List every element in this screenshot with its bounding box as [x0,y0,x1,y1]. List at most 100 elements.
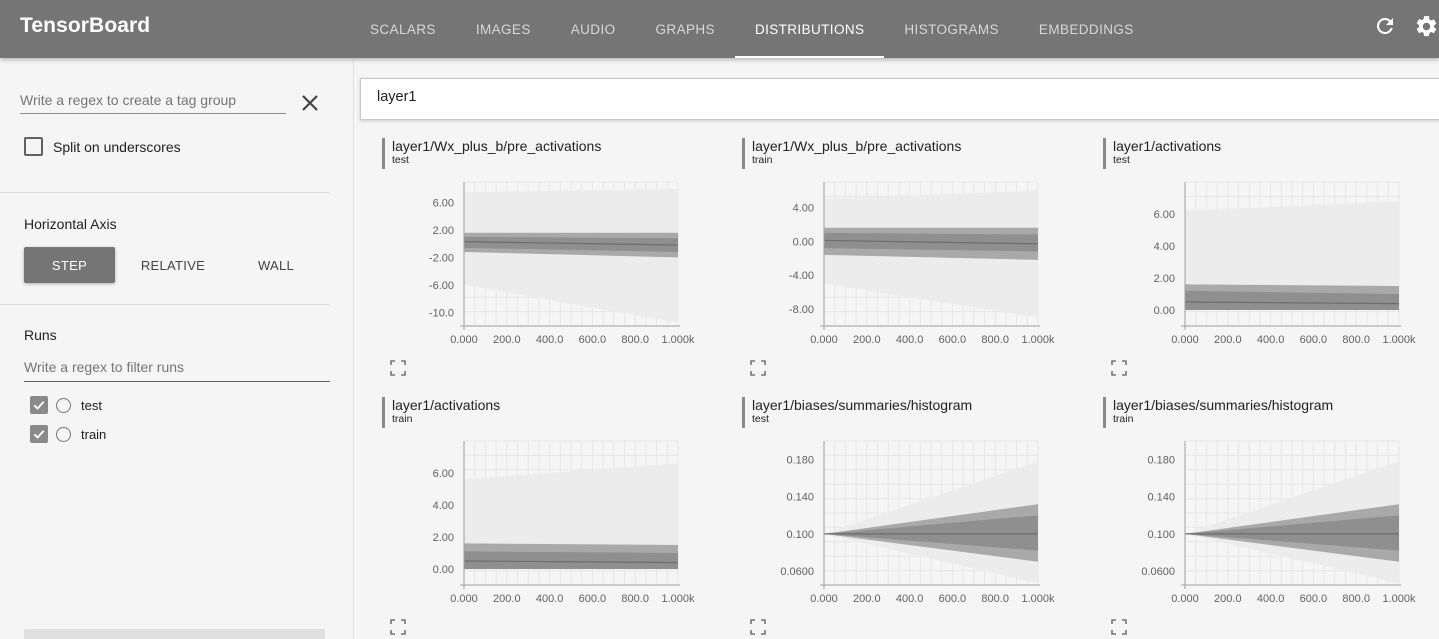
distribution-band-inner [464,236,678,252]
distribution-chart: 0.000 200.0 400.0 600.0 800.0 1.000k 6.00 2.00 -… [429,181,695,346]
tab-scalars[interactable]: SCALARS [370,21,436,37]
card-title: layer1/Wx_plus_b/pre_activations [752,138,962,154]
expand-button[interactable] [1111,619,1127,639]
card-header: layer1/activations test [1103,138,1221,169]
x-tick-label: 400.0 [896,593,924,605]
run-item-train[interactable]: train [30,425,106,443]
x-tick-label: 800.0 [1342,334,1370,346]
x-tick-label: 1.000k [661,593,695,605]
y-tick-label: 0.140 [786,492,814,504]
x-tick-label: 800.0 [621,593,649,605]
app-title: TensorBoard [20,14,151,37]
axis-step-button[interactable]: STEP [24,247,115,283]
sidebar-divider [0,304,330,305]
refresh-button[interactable] [1373,14,1397,43]
distribution-band-inner [824,515,1038,551]
horizontal-axis-title: Horizontal Axis [24,216,117,232]
x-tick-label: 600.0 [1300,593,1328,605]
split-underscores-label: Split on underscores [53,138,181,155]
run-item-test[interactable]: test [30,396,102,414]
distribution-median-line [463,241,679,246]
expand-button[interactable] [1111,360,1127,381]
distribution-chart: 0.000 200.0 400.0 600.0 800.0 1.000k 0.180 0.14… [780,440,1055,605]
tab-embeddings[interactable]: EMBEDDINGS [1038,21,1134,37]
distribution-band-inner [1185,290,1399,310]
y-tick-label: 0.00 [793,236,814,248]
y-tick-label: -8.00 [789,304,814,316]
x-tick-label: 200.0 [1214,334,1242,346]
refresh-icon [1377,18,1393,34]
distribution-chart: 0.000 200.0 400.0 600.0 800.0 1.000k 6.00 4.00 2… [1154,181,1416,346]
y-tick-label: 6.00 [433,198,454,210]
card-header: layer1/activations train [382,397,500,428]
sidebar: Split on underscores Horizontal Axis STE… [0,58,354,639]
x-tick-label: 0.000 [810,593,838,605]
expand-button[interactable] [750,360,766,381]
distribution-band-outer [464,463,678,569]
gear-icon [1416,16,1437,37]
run-color-radio[interactable] [56,426,71,442]
tag-group-input[interactable] [20,92,286,108]
y-tick-label: 0.100 [786,529,814,541]
settings-button[interactable] [1414,14,1439,44]
tab-histograms[interactable]: HISTOGRAMS [904,21,999,37]
axis-wall-button[interactable]: WALL [257,257,295,273]
run-checkbox[interactable] [30,396,48,414]
x-tick-label: 0.000 [1171,593,1199,605]
check-icon [33,401,45,410]
x-tick-label: 200.0 [493,334,521,346]
axis-relative-button[interactable]: RELATIVE [140,257,206,273]
fullscreen-icon [1111,619,1127,635]
card-run-label: train [1113,413,1134,425]
split-underscores-toggle[interactable]: Split on underscores [24,137,181,156]
tab-graphs[interactable]: GRAPHS [655,21,715,37]
check-icon [33,430,45,439]
x-tick-label: 800.0 [621,334,649,346]
card-header: layer1/biases/summaries/histogram train [1103,397,1333,428]
y-tick-label: 2.00 [433,532,454,544]
runs-filter-input[interactable] [24,359,330,375]
tag-group-field [20,92,286,114]
run-checkbox[interactable] [30,425,48,443]
expand-button[interactable] [750,619,766,639]
card-run-label: train [392,413,413,425]
runs-title: Runs [24,327,57,343]
tab-audio[interactable]: AUDIO [570,21,616,37]
x-tick-label: 600.0 [1300,334,1328,346]
tab-images[interactable]: IMAGES [475,21,531,37]
card-title: layer1/activations [1113,138,1222,154]
run-label: test [81,397,102,413]
distribution-band-inner [464,551,678,569]
y-tick-label: 0.100 [1147,529,1175,541]
x-tick-label: 200.0 [853,593,881,605]
fullscreen-icon [390,360,406,376]
y-tick-label: 2.00 [433,225,454,237]
distribution-card: layer1/biases/summaries/histogram train … [1103,397,1439,639]
run-color-radio[interactable] [56,397,71,413]
clear-tag-group-button[interactable] [298,91,322,120]
horizontal-axis-selector: STEP RELATIVE WALL [24,247,321,283]
expand-button[interactable] [390,360,406,381]
x-tick-label: 400.0 [1257,334,1285,346]
distribution-band-outer [464,188,678,323]
x-tick-label: 800.0 [981,334,1009,346]
distribution-chart: 0.000 200.0 400.0 600.0 800.0 1.000k 4.00 0.00 -… [789,181,1055,346]
y-tick-label: 0.140 [1147,492,1175,504]
distribution-card: layer1/activations test 0.000 200.0 400.0 6… [1103,138,1439,396]
x-tick-label: 200.0 [493,593,521,605]
tab-distributions[interactable]: DISTRIBUTIONS [734,0,885,58]
close-icon [302,95,318,111]
x-tick-label: 0.000 [810,334,838,346]
tag-filter-input[interactable] [377,89,1277,105]
tag-filter-bar [360,78,1439,120]
y-tick-label: 4.00 [1154,241,1175,253]
y-tick-label: 4.00 [793,202,814,214]
card-header: layer1/biases/summaries/histogram test [742,397,972,428]
distribution-median-line [823,239,1039,245]
card-title: layer1/Wx_plus_b/pre_activations [392,138,602,154]
expand-button[interactable] [390,619,406,639]
split-underscores-checkbox[interactable] [24,137,43,156]
y-tick-label: 0.00 [1154,305,1175,317]
fullscreen-icon [750,619,766,635]
x-tick-label: 800.0 [981,593,1009,605]
